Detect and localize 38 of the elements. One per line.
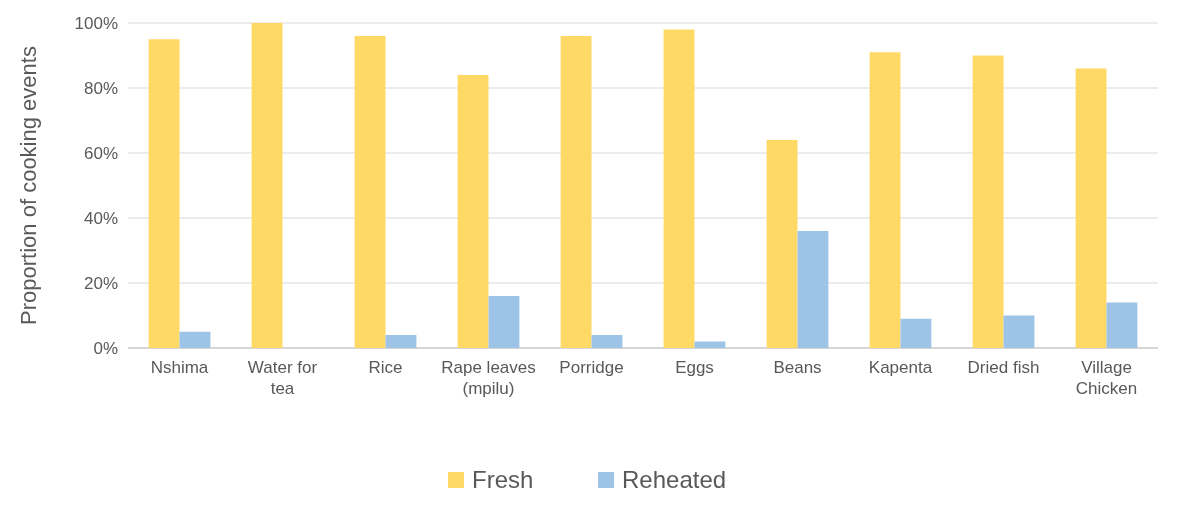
bar — [457, 75, 489, 348]
x-tick-label: Dried fish — [967, 358, 1040, 377]
bar — [148, 39, 180, 348]
y-tick-label: 60% — [83, 143, 118, 163]
bar — [385, 335, 417, 348]
bar — [591, 335, 623, 348]
legend-label: Reheated — [622, 466, 727, 494]
bar — [869, 52, 901, 348]
bar — [1003, 315, 1035, 348]
x-tick-label: Beans — [773, 358, 822, 377]
bar — [560, 36, 592, 348]
x-tick-label: Eggs — [675, 358, 714, 377]
bar — [797, 231, 829, 348]
bar — [251, 23, 283, 348]
y-tick-label: 40% — [83, 208, 118, 228]
bar — [766, 140, 798, 348]
y-tick-label: 80% — [83, 78, 118, 98]
bar — [694, 341, 726, 348]
bar — [354, 36, 386, 348]
legend-label: Fresh — [472, 466, 534, 494]
bar — [1075, 68, 1107, 348]
bar — [1106, 302, 1138, 348]
bar — [900, 318, 932, 348]
x-tick-label: Porridge — [559, 358, 624, 377]
bar — [663, 29, 695, 348]
bar — [488, 296, 520, 348]
y-axis-title: Proportion of cooking events — [16, 46, 41, 325]
x-tick-label: Rape leaves (mpilu) — [441, 358, 536, 398]
y-tick-label: 0% — [93, 338, 118, 358]
x-tick-label: Kapenta — [868, 358, 933, 377]
x-tick-label: Rice — [368, 358, 403, 377]
bar — [972, 55, 1004, 348]
x-tick-label: Water for tea — [247, 358, 318, 398]
y-tick-label: 20% — [83, 273, 118, 293]
y-tick-label: 100% — [74, 13, 118, 33]
bar — [179, 331, 211, 348]
x-tick-label: Village Chicken — [1075, 358, 1138, 398]
x-tick-label: Nshima — [150, 358, 209, 377]
